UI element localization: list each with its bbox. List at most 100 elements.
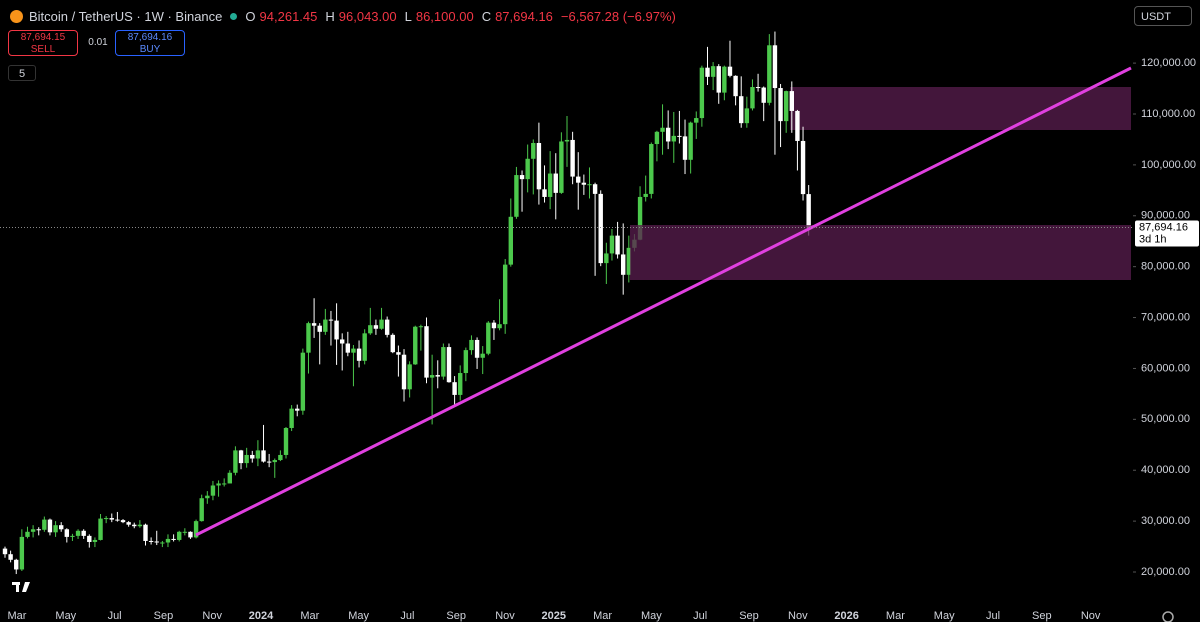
candle-body [570, 139, 575, 177]
candle-body [441, 347, 446, 377]
x-tick-label: Nov [788, 610, 808, 622]
candle-body [272, 460, 277, 463]
x-tick-label: 2025 [542, 610, 566, 622]
x-tick-label: Sep [1032, 610, 1052, 622]
candle-body [311, 323, 317, 326]
o-label: O [245, 8, 256, 24]
candle-body [446, 347, 452, 383]
y-tick-label: 40,000.00 [1141, 464, 1190, 476]
candle-body [660, 127, 665, 132]
candle-body [531, 143, 536, 159]
candle-body [334, 320, 339, 340]
y-tick-label: 110,000.00 [1141, 108, 1195, 120]
candle-body [390, 334, 395, 353]
candle-body [480, 353, 485, 358]
candle-body [491, 322, 497, 329]
candle-body [581, 182, 587, 185]
candle-body [806, 194, 811, 228]
candle-body [261, 450, 266, 462]
sell-price: 87,694.15 [20, 32, 66, 43]
indicators-toggle[interactable]: 5 [8, 65, 36, 81]
candle-body [328, 319, 334, 321]
candle-body [452, 382, 457, 395]
candle-body [688, 122, 693, 160]
candle-body [553, 173, 558, 193]
candle-body [682, 136, 688, 160]
candle-body [604, 253, 609, 264]
candle-body [238, 450, 244, 464]
candle-body [53, 525, 58, 533]
x-tick-label: Sep [154, 610, 174, 622]
candle-body [340, 339, 345, 344]
candle-body [609, 235, 615, 254]
y-tick-label: 30,000.00 [1141, 515, 1190, 527]
y-tick-label: 120,000.00 [1141, 57, 1196, 69]
y-tick-label: 100,000.00 [1141, 159, 1196, 171]
l-label: L [404, 8, 412, 24]
candle-body [199, 498, 204, 522]
candle-body [81, 530, 86, 536]
candle-body [497, 324, 502, 329]
candle-body [767, 45, 772, 103]
change-value: −6,567.28 (−6.97%) [560, 8, 676, 24]
candle-body [250, 454, 255, 459]
buy-label: BUY [139, 44, 161, 55]
candle-body [710, 66, 716, 77]
y-tick-label: 50,000.00 [1141, 413, 1190, 425]
candle-body [694, 118, 699, 123]
candle-body [384, 319, 390, 335]
buy-button[interactable]: 87,694.16 BUY [115, 30, 185, 56]
x-tick-label: Mar [300, 610, 319, 622]
candle-body [205, 495, 210, 499]
candle-body [413, 326, 418, 365]
candle-body [424, 326, 429, 378]
candle-body [266, 461, 272, 463]
candle-body [368, 325, 373, 334]
candle-body [317, 325, 322, 332]
candle-body [30, 529, 36, 532]
candle-body [210, 485, 216, 496]
h-label: H [325, 8, 335, 24]
candle-body [778, 88, 783, 122]
candle-body [699, 67, 705, 119]
candle-body [542, 189, 547, 197]
candle-body [519, 175, 525, 180]
settings-icon[interactable] [1162, 611, 1174, 622]
candle-body [671, 135, 676, 142]
candle-body [154, 541, 159, 543]
x-tick-label: May [348, 610, 369, 622]
y-tick-label: 80,000.00 [1141, 261, 1190, 273]
candle-body [2, 548, 8, 555]
spread: 0.01 [88, 37, 108, 48]
sell-button[interactable]: 87,694.15 SELL [8, 30, 78, 56]
close-value: 87,694.16 [495, 8, 553, 24]
candle-body [733, 75, 738, 97]
candle-body [98, 518, 103, 540]
candle-body [576, 176, 581, 183]
candle-body [36, 529, 41, 531]
last-price-tag [1135, 220, 1199, 247]
candle-body [654, 131, 660, 145]
candle-body [306, 323, 311, 353]
x-tick-label: Mar [593, 610, 612, 622]
candle-body [42, 519, 47, 530]
candle-body [508, 216, 513, 265]
open-value: 94,261.45 [259, 8, 318, 24]
c-label: C [481, 8, 492, 24]
candle-body [615, 235, 620, 255]
candle-body [722, 66, 727, 93]
candle-body [165, 538, 171, 543]
x-tick-label: Nov [495, 610, 515, 622]
candle-body [300, 352, 306, 411]
currency-select[interactable]: USDT [1134, 6, 1192, 26]
candle-body [744, 108, 750, 124]
candle-body [800, 140, 806, 195]
candle-body [587, 184, 592, 186]
candle-body [637, 196, 643, 240]
symbol-icon [10, 9, 23, 23]
candle-body [621, 254, 626, 275]
x-tick-label: Jul [986, 610, 1000, 622]
candle-body [649, 144, 654, 194]
candle-body [525, 158, 530, 180]
candle-body [783, 91, 789, 122]
